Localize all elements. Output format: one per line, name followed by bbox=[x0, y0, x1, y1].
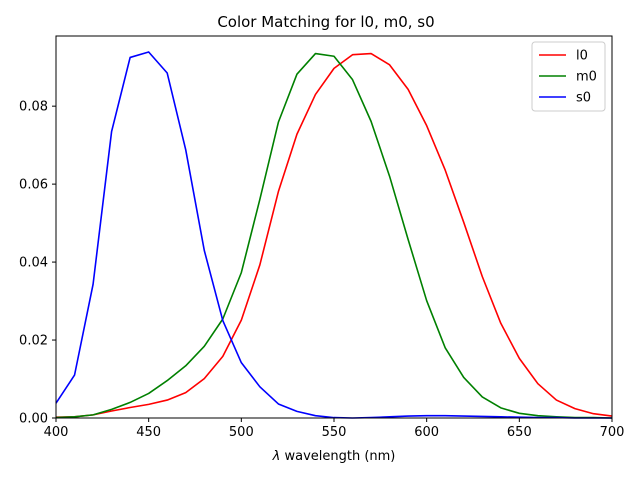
y-tick-label: 0.06 bbox=[19, 178, 48, 193]
y-tick-label: 0.02 bbox=[19, 334, 48, 349]
legend-label-m0: m0 bbox=[576, 70, 597, 85]
plot-frame bbox=[55, 35, 613, 419]
series-layer bbox=[55, 51, 613, 419]
series-line-s0 bbox=[55, 51, 612, 419]
x-axis-label: λ wavelength (nm) bbox=[272, 449, 396, 464]
series-line-l0 bbox=[55, 52, 613, 419]
chart-title: Color Matching for l0, m0, s0 bbox=[217, 13, 434, 31]
y-tick-label: 0.08 bbox=[19, 100, 48, 115]
x-tick-label: 600 bbox=[414, 425, 439, 440]
series-line-m0 bbox=[55, 52, 613, 419]
x-tick-label: 400 bbox=[44, 425, 69, 440]
legend-label-s0: s0 bbox=[576, 91, 591, 106]
x-tick-label: 550 bbox=[322, 425, 347, 440]
x-axis-label-text: wavelength (nm) bbox=[284, 449, 395, 464]
y-tick-label: 0.00 bbox=[19, 412, 48, 427]
x-axis-label-symbol: λ bbox=[272, 449, 281, 464]
legend: l0 m0 s0 bbox=[531, 41, 606, 112]
y-tick-label: 0.04 bbox=[19, 256, 48, 271]
legend-label-l0: l0 bbox=[576, 49, 588, 64]
x-tick-label: 450 bbox=[136, 425, 161, 440]
legend-box bbox=[531, 41, 606, 112]
ticks-layer: 400 450 500 550 600 650 700 0.00 0.02 0.04 0.06 0.0… bbox=[19, 100, 624, 440]
x-tick-label: 650 bbox=[507, 425, 532, 440]
x-tick-label: 500 bbox=[229, 425, 254, 440]
x-tick-label: 700 bbox=[600, 425, 625, 440]
